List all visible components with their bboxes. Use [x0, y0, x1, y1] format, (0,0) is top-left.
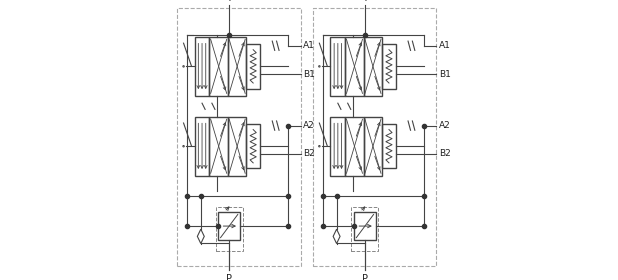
Bar — [177, 8, 300, 266]
Bar — [247, 44, 260, 88]
Text: A1: A1 — [439, 41, 451, 50]
Text: A2: A2 — [439, 121, 451, 130]
Text: A2: A2 — [303, 121, 315, 130]
Bar — [195, 37, 210, 96]
Text: B2: B2 — [303, 150, 315, 158]
Text: P: P — [226, 274, 232, 280]
Bar — [331, 116, 345, 176]
Bar — [210, 37, 228, 96]
Bar — [382, 124, 396, 169]
Bar — [195, 116, 210, 176]
Bar — [216, 207, 243, 251]
Bar — [313, 8, 436, 266]
Bar — [210, 116, 228, 176]
Text: B1: B1 — [439, 70, 451, 79]
Bar — [218, 212, 240, 240]
Bar — [352, 207, 378, 251]
Text: T: T — [226, 0, 232, 3]
Bar — [345, 37, 364, 96]
Text: B2: B2 — [439, 150, 451, 158]
Bar — [364, 37, 382, 96]
Text: B1: B1 — [303, 70, 315, 79]
Bar — [364, 116, 382, 176]
Bar — [228, 116, 247, 176]
Bar — [354, 212, 376, 240]
Bar — [228, 37, 247, 96]
Bar — [331, 37, 345, 96]
Bar — [382, 44, 396, 88]
Text: A1: A1 — [303, 41, 315, 50]
Bar — [247, 124, 260, 169]
Bar — [345, 116, 364, 176]
Text: T: T — [362, 0, 368, 3]
Text: P: P — [362, 274, 368, 280]
